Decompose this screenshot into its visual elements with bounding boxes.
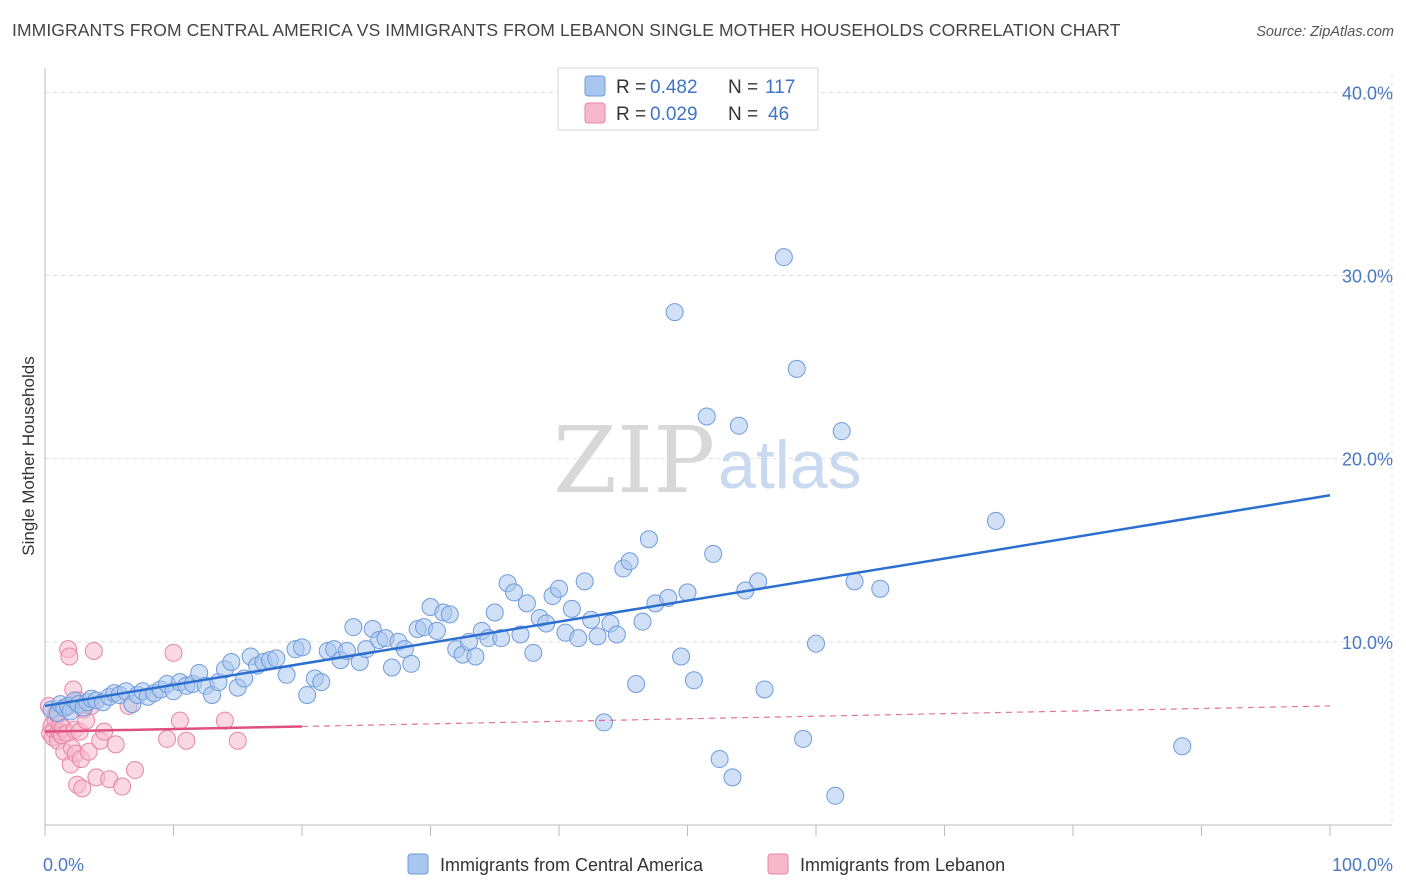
- central-america-point: [402, 654, 421, 673]
- central-america-point: [569, 629, 588, 648]
- central-america-point: [562, 599, 581, 618]
- bottom-legend-lebanon: Immigrants from Lebanon: [800, 855, 1005, 875]
- central-america-point: [986, 511, 1005, 530]
- central-america-point: [222, 652, 241, 671]
- trend-layer: [44, 494, 1331, 733]
- central-america-point: [575, 572, 594, 591]
- central-america-point: [807, 634, 825, 653]
- legend-r-label-1: R =: [616, 77, 646, 98]
- lebanon-point: [215, 711, 234, 730]
- central-america-point: [704, 544, 723, 563]
- bottom-legend-swatch-central-america: [407, 853, 429, 875]
- lebanon-point: [158, 729, 177, 748]
- central-america-point: [582, 610, 601, 629]
- central-america-point: [505, 583, 524, 602]
- legend-r-value-2: 0.029: [650, 104, 698, 125]
- central-america-point: [794, 729, 813, 748]
- central-america-point: [466, 647, 485, 666]
- central-america-point: [697, 407, 716, 426]
- central-america-point: [588, 627, 607, 646]
- central-america-point: [723, 768, 742, 787]
- central-america-point: [298, 685, 317, 704]
- source-label: Source: ZipAtlas.com: [1256, 24, 1394, 40]
- legend-n-label-2: N =: [728, 104, 758, 125]
- chart-title: IMMIGRANTS FROM CENTRAL AMERICA VS IMMIG…: [12, 20, 1121, 40]
- central-america-points: [42, 248, 1192, 805]
- lebanon-point: [79, 742, 98, 761]
- y-axis-label: Single Mother Households: [19, 356, 38, 555]
- central-america-point: [1173, 737, 1192, 756]
- lebanon-trend-line-solid: [44, 725, 303, 733]
- y-tick-label: 10.0%: [1342, 633, 1393, 653]
- central-america-point: [620, 552, 639, 571]
- central-america-point: [710, 750, 729, 769]
- central-america-point: [427, 621, 446, 640]
- central-america-point: [639, 530, 658, 549]
- central-america-point: [594, 713, 613, 732]
- grid-layer: [45, 74, 1393, 825]
- central-america-point: [633, 612, 652, 631]
- central-america-point: [774, 248, 793, 267]
- central-america-point: [485, 603, 504, 622]
- lebanon-point: [73, 779, 92, 798]
- central-america-point: [678, 583, 697, 602]
- central-america-point: [684, 671, 703, 690]
- watermark: ZIP atlas: [553, 407, 862, 514]
- x-tick-label-start: 0.0%: [43, 855, 84, 875]
- central-america-point: [293, 638, 311, 657]
- central-america-point: [277, 665, 296, 684]
- central-america-trend-line: [44, 494, 1331, 708]
- legend-n-label-1: N =: [728, 77, 758, 98]
- central-america-point: [627, 674, 646, 693]
- lebanon-point: [177, 731, 196, 750]
- legend-r-label-2: R =: [616, 104, 646, 125]
- central-america-point: [511, 625, 530, 644]
- central-america-point: [729, 416, 748, 435]
- y-tick-label: 30.0%: [1342, 266, 1393, 286]
- central-america-point: [517, 594, 536, 613]
- central-america-point: [871, 579, 890, 598]
- lebanon-point: [164, 643, 183, 662]
- lebanon-point: [125, 761, 144, 780]
- central-america-point: [607, 625, 626, 644]
- central-america-point: [787, 359, 806, 378]
- central-america-point: [492, 629, 511, 648]
- legend-swatch-lebanon: [584, 102, 606, 124]
- lebanon-point: [113, 777, 132, 796]
- legend-r-value-1: 0.482: [650, 77, 698, 98]
- bottom-legend-swatch-lebanon: [767, 853, 789, 875]
- central-america-point: [440, 605, 459, 624]
- legend-swatch-central-america: [584, 75, 606, 97]
- central-america-point: [832, 422, 851, 441]
- watermark-atlas: atlas: [718, 427, 862, 503]
- x-tick-label-end: 100.0%: [1332, 855, 1393, 875]
- y-tick-label: 20.0%: [1342, 450, 1393, 470]
- central-america-point: [550, 579, 568, 598]
- central-america-point: [826, 786, 845, 805]
- central-america-point: [312, 673, 331, 692]
- watermark-zip: ZIP: [553, 407, 715, 514]
- legend-n-value-2: 46: [768, 104, 789, 125]
- top-legend: R = 0.482 N = 117 R = 0.029 N = 46: [557, 67, 819, 131]
- central-america-point: [665, 303, 684, 322]
- bottom-legend-central-america: Immigrants from Central America: [440, 855, 704, 875]
- central-america-point: [344, 618, 363, 637]
- lebanon-point: [106, 735, 125, 754]
- legend-n-value-1: 117: [765, 77, 795, 98]
- central-america-point: [524, 643, 543, 662]
- central-america-point: [267, 649, 286, 668]
- y-tick-label: 40.0%: [1342, 83, 1393, 103]
- central-america-point: [755, 680, 774, 699]
- lebanon-point: [170, 711, 189, 730]
- lebanon-point: [60, 647, 79, 666]
- central-america-point: [672, 647, 691, 666]
- central-america-point: [382, 658, 401, 677]
- label-layer: 10.0% 20.0% 30.0% 40.0% 0.0% 100.0%: [43, 83, 1393, 875]
- bottom-legend: Immigrants from Central America Immigran…: [407, 853, 1005, 875]
- lebanon-point: [228, 731, 247, 750]
- lebanon-trend-line-dashed: [301, 705, 1331, 728]
- lebanon-point: [84, 641, 103, 660]
